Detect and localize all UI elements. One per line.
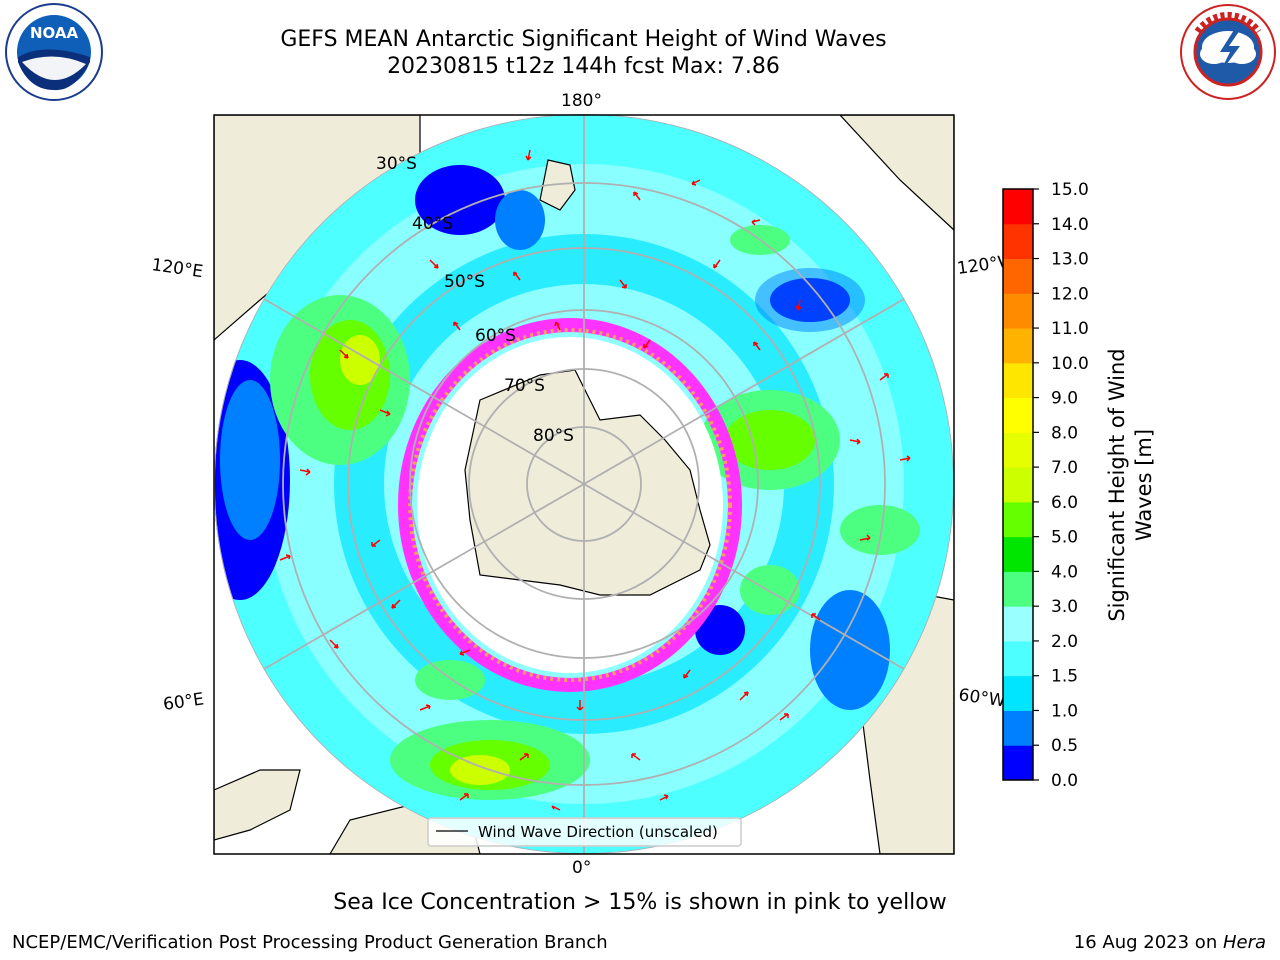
lat-label-50s: 50°S	[444, 272, 485, 292]
colorbar-bin	[1003, 293, 1033, 328]
sea-ice-note: Sea Ice Concentration > 15% is shown in …	[0, 890, 1280, 915]
colorbar-bin	[1003, 745, 1033, 780]
colorbar-bin	[1003, 224, 1033, 259]
colorbar-bin	[1003, 259, 1033, 294]
colorbar-bin	[1003, 328, 1033, 363]
colorbar-tick-label: 14.0	[1051, 215, 1089, 235]
colorbar-tick-label: 6.0	[1051, 493, 1078, 513]
lat-label-80s: 80°S	[533, 426, 574, 446]
colorbar-tick-label: 9.0	[1051, 389, 1078, 409]
colorbar-tick-label: 7.0	[1051, 458, 1078, 478]
credit-right: 16 Aug 2023 on Hera	[1074, 932, 1266, 953]
colorbar-bin	[1003, 432, 1033, 467]
colorbar-tick-label: 8.0	[1051, 423, 1078, 443]
colorbar-bin	[1003, 710, 1033, 745]
colorbar-tick-label: 10.0	[1051, 354, 1089, 374]
credit-left: NCEP/EMC/Verification Post Processing Pr…	[12, 932, 608, 953]
colorbar-bin	[1003, 398, 1033, 433]
colorbar-tick-label: 3.0	[1051, 597, 1078, 617]
colorbar-bin	[1003, 363, 1033, 398]
colorbar-label-line1: Significant Height of Wind	[1105, 348, 1129, 621]
colorbar-tick-label: 1.0	[1051, 701, 1078, 721]
colorbar: 0.0 0.5 1.0 1.5 2.0 3.0 4.0 5.0 6.0 7.0 8.0 9.0 10.0…	[1003, 180, 1156, 791]
colorbar-tick-label: 5.0	[1051, 528, 1078, 548]
colorbar-bin	[1003, 467, 1033, 502]
map-legend: Wind Wave Direction (unscaled)	[428, 818, 741, 846]
colorbar-bin	[1003, 571, 1033, 606]
colorbar-bin	[1003, 606, 1033, 641]
lon-label-180: 180°	[561, 91, 602, 111]
map-figure: 30°S 40°S 50°S 60°S 70°S 80°S 180° 0° 12…	[0, 0, 1280, 960]
lon-label-60w: 60°W	[957, 685, 1006, 711]
colorbar-bin	[1003, 502, 1033, 537]
colorbar-label-line2: Waves [m]	[1132, 429, 1156, 541]
colorbar-tick-label: 12.0	[1051, 284, 1089, 304]
lon-label-60e: 60°E	[162, 689, 205, 714]
credit-host: Hera	[1223, 932, 1266, 953]
lat-label-70s: 70°S	[504, 376, 545, 396]
colorbar-bin	[1003, 676, 1033, 711]
colorbar-tick-label: 1.5	[1051, 667, 1078, 687]
colorbar-tick-label: 4.0	[1051, 562, 1078, 582]
credit-date: 16 Aug 2023 on	[1074, 932, 1223, 953]
lon-label-120e: 120°E	[150, 255, 204, 282]
colorbar-bin	[1003, 641, 1033, 676]
colorbar-tick-label: 15.0	[1051, 180, 1089, 200]
colorbar-tick-label: 11.0	[1051, 319, 1089, 339]
lat-label-30s: 30°S	[376, 154, 417, 174]
colorbar-tick-label: 13.0	[1051, 250, 1089, 270]
colorbar-tick-label: 2.0	[1051, 632, 1078, 652]
colorbar-bin	[1003, 537, 1033, 572]
lon-label-0: 0°	[572, 858, 591, 878]
lat-label-60s: 60°S	[475, 326, 516, 346]
colorbar-tick-label: 0.5	[1051, 736, 1078, 756]
legend-label: Wind Wave Direction (unscaled)	[478, 823, 718, 841]
colorbar-bin	[1003, 189, 1033, 224]
colorbar-tick-label: 0.0	[1051, 771, 1078, 791]
lat-label-40s: 40°S	[412, 214, 453, 234]
